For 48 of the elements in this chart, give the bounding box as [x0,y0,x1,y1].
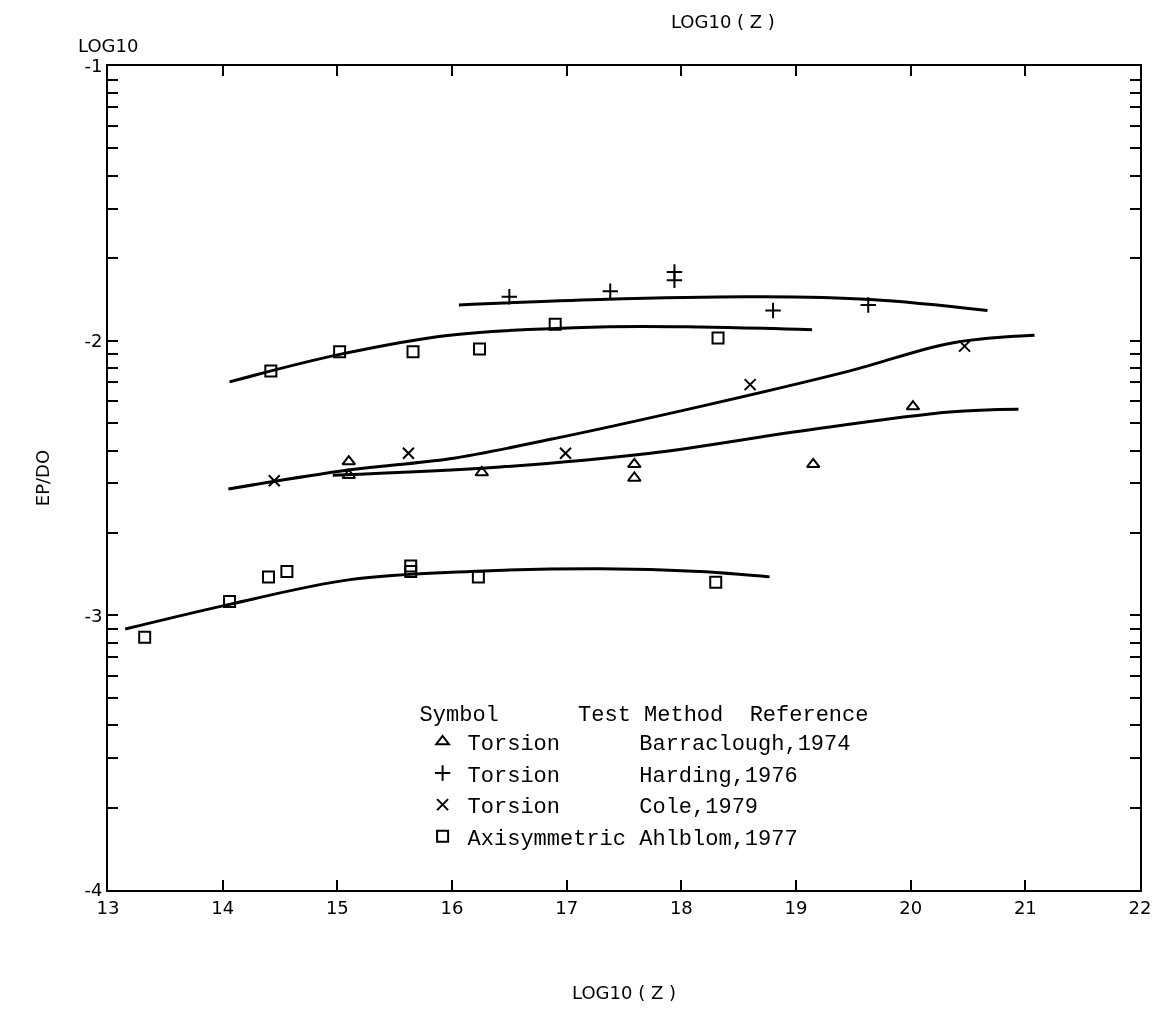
point [280,564,294,578]
y-axis-title: EP/DO [32,449,54,507]
point [267,474,281,488]
x-tick-label: 15 [325,896,349,918]
x-tick-label: 21 [1013,896,1037,918]
point [548,317,562,331]
point [138,630,152,644]
x-tick-label: 16 [440,896,464,918]
point [859,296,877,314]
text: LOG10 [78,35,139,56]
point [601,282,619,300]
x-axis-title: LOG10 ( Z ) [572,982,676,1004]
x-tick-label: 22 [1128,896,1152,918]
point [559,446,573,460]
legend-label: Torsion Barraclough,1974 [467,732,851,758]
line-series [226,333,1037,491]
x-tick-label: 20 [899,896,923,918]
point [665,271,684,289]
x-tick-label: 19 [784,896,808,918]
point [262,570,276,584]
point [264,364,278,378]
chart-title: LOG10 ( Z ) [670,11,775,32]
legend-label: Axisymmetric Ahlblom,1977 [467,826,798,852]
legend-label: Torsion Cole,1979 [467,795,759,821]
point [333,345,347,359]
x-tick-label: 14 [211,896,235,918]
point [401,446,415,460]
legend-title: Symbol Test Method Reference [419,702,869,728]
point [406,345,420,359]
point [709,575,723,589]
legend-label: Torsion Harding,1976 [467,763,798,789]
point [711,331,725,345]
line-series [331,407,1020,477]
point [805,457,821,469]
point [404,564,418,578]
point [471,570,485,584]
y-tick-label: -2 [84,329,103,351]
x-tick-label: 18 [669,896,693,918]
y-tick-label: -3 [84,604,103,626]
point [626,457,642,469]
point [743,378,757,392]
point [473,342,487,356]
y-tick-label: -1 [84,55,103,77]
point [958,339,972,353]
point [764,301,782,320]
point [404,559,418,573]
point [223,595,237,609]
x-tick-label: 17 [555,896,579,918]
